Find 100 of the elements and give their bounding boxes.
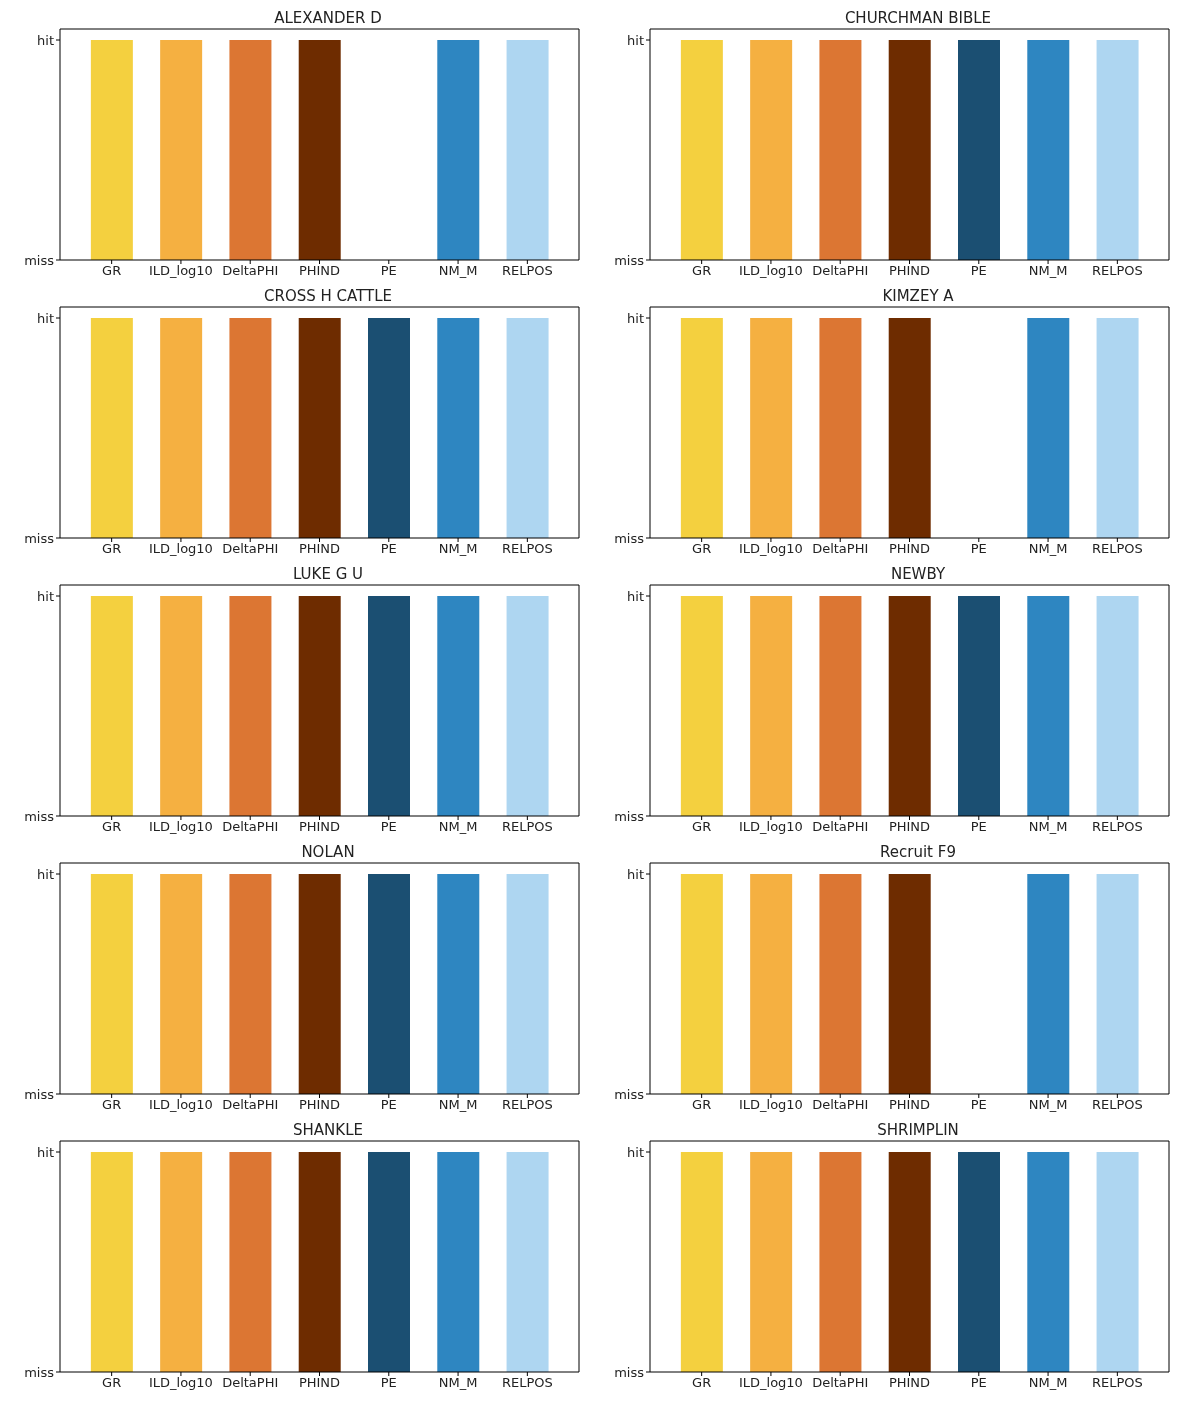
text: hit: [627, 588, 644, 604]
text: miss: [614, 1086, 645, 1102]
x-tick-label: DeltaPHI: [222, 541, 279, 557]
x-tick-label: RELPOS: [501, 1097, 553, 1113]
x-tick-label: NM_M: [1028, 819, 1068, 835]
x-tick-label: GR: [692, 1097, 712, 1113]
x-tick-label: DeltaPHI: [812, 1375, 869, 1391]
x-tick-label: GR: [102, 1097, 122, 1113]
x-tick-label: ILD_log10: [148, 541, 213, 557]
text: hit: [37, 1144, 54, 1160]
chart-title: SHANKLE: [292, 1120, 364, 1140]
x-tick-label: GR: [102, 1375, 122, 1391]
text: miss: [614, 252, 645, 268]
x-tick-label: RELPOS: [1091, 1375, 1143, 1391]
x-tick-label: PE: [970, 1097, 987, 1113]
x-tick-label: PE: [380, 541, 397, 557]
x-tick-label: PHIND: [298, 263, 341, 279]
x-tick-label: NM_M: [1028, 1375, 1068, 1391]
x-tick-label: ILD_log10: [738, 1375, 803, 1391]
x-tick-label: ILD_log10: [738, 263, 803, 279]
x-tick-label: GR: [692, 819, 712, 835]
x-tick-label: DeltaPHI: [812, 263, 869, 279]
text: hit: [37, 866, 54, 882]
x-tick-label: PHIND: [888, 1097, 931, 1113]
text: miss: [24, 252, 55, 268]
x-tick-label: PHIND: [888, 819, 931, 835]
text: hit: [627, 1144, 644, 1160]
chart-title: CROSS H CATTLE: [263, 286, 393, 306]
text: miss: [24, 530, 55, 546]
chart-title: LUKE G U: [291, 564, 364, 584]
x-tick-label: RELPOS: [501, 263, 553, 279]
x-tick-label: DeltaPHI: [222, 1097, 279, 1113]
chart-title: SHRIMPLIN: [876, 1120, 960, 1140]
x-tick-label: DeltaPHI: [812, 819, 869, 835]
text: miss: [24, 1086, 55, 1102]
x-tick-label: GR: [102, 263, 122, 279]
x-tick-label: NM_M: [1028, 263, 1068, 279]
x-tick-label: RELPOS: [1091, 1097, 1143, 1113]
x-tick-label: RELPOS: [1091, 819, 1143, 835]
x-tick-label: RELPOS: [501, 541, 553, 557]
x-tick-label: NM_M: [438, 1375, 478, 1391]
x-tick-label: PHIND: [298, 541, 341, 557]
text: miss: [614, 530, 645, 546]
x-tick-label: NM_M: [1028, 541, 1068, 557]
x-tick-label: NM_M: [438, 819, 478, 835]
x-tick-label: PE: [380, 1375, 397, 1391]
x-tick-label: PHIND: [298, 1097, 341, 1113]
text: hit: [37, 310, 54, 326]
x-tick-label: RELPOS: [501, 1375, 553, 1391]
x-tick-label: PE: [380, 819, 397, 835]
x-tick-label: RELPOS: [501, 819, 553, 835]
chart-title: KIMZEY A: [881, 286, 955, 306]
text: hit: [627, 866, 644, 882]
x-tick-label: ILD_log10: [148, 1375, 213, 1391]
x-tick-label: NM_M: [438, 1097, 478, 1113]
x-tick-label: ILD_log10: [148, 1097, 213, 1113]
text: miss: [24, 1364, 55, 1380]
x-tick-label: DeltaPHI: [812, 1097, 869, 1113]
x-tick-label: NM_M: [438, 541, 478, 557]
chart-title: NOLAN: [300, 842, 356, 862]
x-tick-label: PHIND: [298, 819, 341, 835]
chart-title: ALEXANDER D: [273, 8, 383, 28]
x-tick-label: DeltaPHI: [812, 541, 869, 557]
x-tick-label: ILD_log10: [738, 819, 803, 835]
x-tick-label: PHIND: [888, 263, 931, 279]
x-tick-label: ILD_log10: [738, 541, 803, 557]
x-tick-label: ILD_log10: [148, 263, 213, 279]
chart-title: CHURCHMAN BIBLE: [843, 8, 993, 28]
x-tick-label: PE: [970, 263, 987, 279]
x-tick-label: GR: [692, 1375, 712, 1391]
x-tick-label: GR: [692, 541, 712, 557]
text: miss: [614, 1364, 645, 1380]
text: hit: [627, 32, 644, 48]
text: hit: [37, 588, 54, 604]
text: hit: [37, 32, 54, 48]
x-tick-label: GR: [102, 541, 122, 557]
x-tick-label: PE: [970, 1375, 987, 1391]
x-tick-label: PE: [380, 263, 397, 279]
x-tick-label: NM_M: [438, 263, 478, 279]
x-tick-label: PHIND: [888, 1375, 931, 1391]
x-tick-label: DeltaPHI: [222, 1375, 279, 1391]
x-tick-label: ILD_log10: [148, 819, 213, 835]
x-tick-label: PHIND: [888, 541, 931, 557]
text: miss: [24, 808, 55, 824]
x-tick-label: RELPOS: [1091, 263, 1143, 279]
x-tick-label: PE: [380, 1097, 397, 1113]
x-tick-label: GR: [102, 819, 122, 835]
x-tick-label: DeltaPHI: [222, 819, 279, 835]
text: miss: [614, 808, 645, 824]
x-tick-label: PHIND: [298, 1375, 341, 1391]
x-tick-label: RELPOS: [1091, 541, 1143, 557]
x-tick-label: NM_M: [1028, 1097, 1068, 1113]
x-tick-label: ILD_log10: [738, 1097, 803, 1113]
x-tick-label: PE: [970, 541, 987, 557]
text: hit: [627, 310, 644, 326]
chart-title: NEWBY: [889, 564, 947, 584]
x-tick-label: PE: [970, 819, 987, 835]
x-tick-label: GR: [692, 263, 712, 279]
chart-title: Recruit F9: [879, 842, 957, 862]
x-tick-label: DeltaPHI: [222, 263, 279, 279]
